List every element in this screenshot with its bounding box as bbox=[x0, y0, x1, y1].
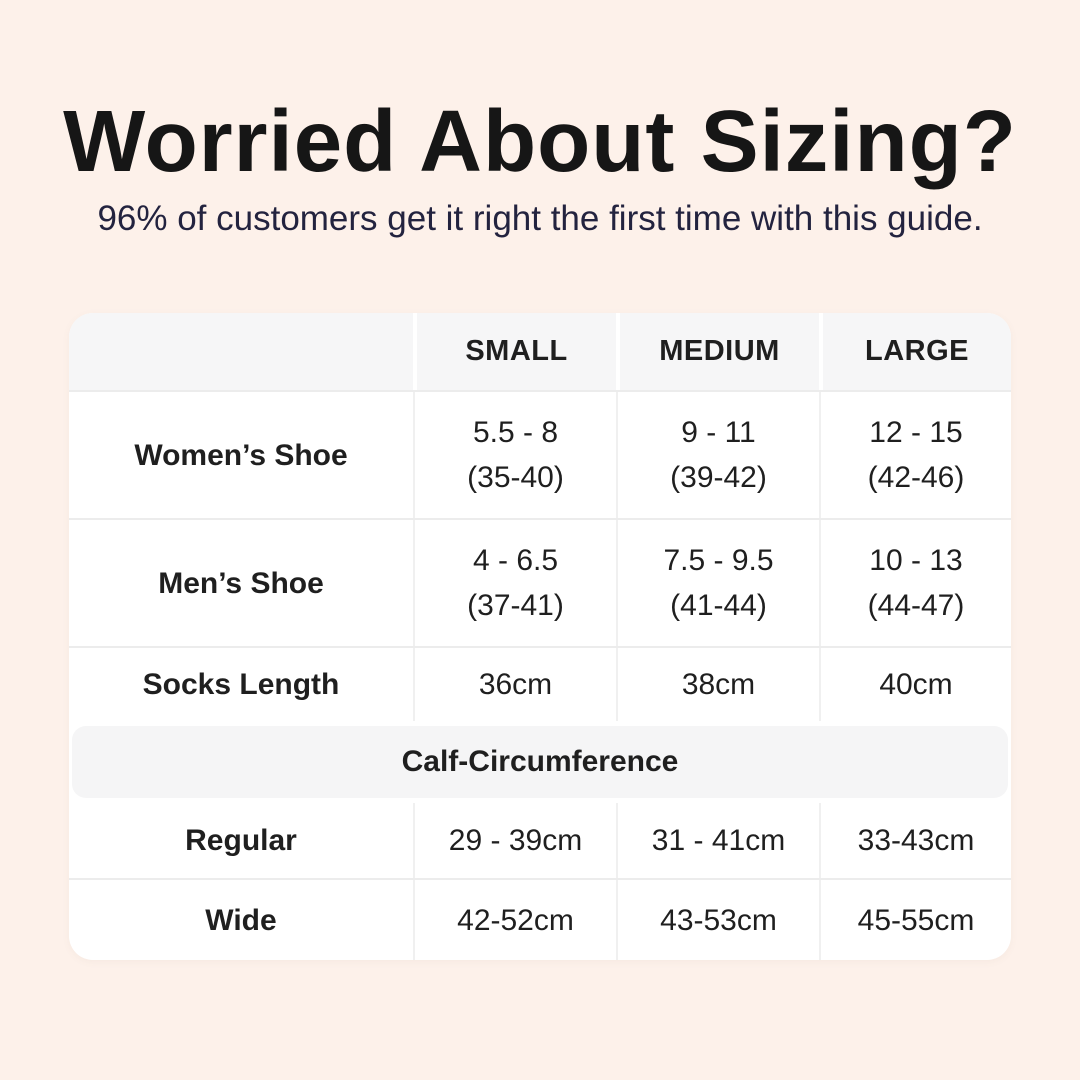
row-label-womens-shoe: Women’s Shoe bbox=[134, 438, 348, 472]
cell-regular-large: 33-43cm bbox=[819, 803, 1011, 878]
cell-socks-length-small: 36cm bbox=[413, 648, 616, 721]
table-header-row: SMALL MEDIUM LARGE bbox=[69, 313, 1011, 390]
sizing-table: SMALL MEDIUM LARGE Women’s Shoe 5.5 - 8 … bbox=[69, 313, 1011, 960]
value-line: (41-44) bbox=[670, 589, 767, 622]
value-line: (37-41) bbox=[467, 589, 564, 622]
table-row-wide: Wide 42-52cm 43-53cm 45-55cm bbox=[69, 878, 1011, 960]
cell-socks-length-medium: 38cm bbox=[616, 648, 819, 721]
section-band-title: Calf-Circumference bbox=[72, 726, 1008, 798]
cell-mens-shoe-medium: 7.5 - 9.5 (41-44) bbox=[616, 520, 819, 646]
header-cell-empty bbox=[69, 313, 413, 390]
section-band-calf-circumference: Calf-Circumference bbox=[69, 721, 1011, 803]
cell-womens-shoe-medium: 9 - 11 (39-42) bbox=[616, 392, 819, 518]
cell-mens-shoe-small: 4 - 6.5 (37-41) bbox=[413, 520, 616, 646]
header-cell-medium: MEDIUM bbox=[616, 313, 819, 390]
value-line: 4 - 6.5 bbox=[472, 544, 559, 577]
cell-mens-shoe-large: 10 - 13 (44-47) bbox=[819, 520, 1011, 646]
value-line: (39-42) bbox=[670, 461, 767, 494]
row-label-regular: Regular bbox=[185, 824, 297, 857]
value-line: 10 - 13 bbox=[869, 544, 963, 577]
value-line: 9 - 11 bbox=[681, 416, 756, 449]
value-line: (42-46) bbox=[867, 461, 965, 494]
cell-womens-shoe-large: 12 - 15 (42-46) bbox=[819, 392, 1011, 518]
cell-regular-medium: 31 - 41cm bbox=[616, 803, 819, 878]
cell-wide-large: 45-55cm bbox=[819, 880, 1011, 960]
header-cell-small: SMALL bbox=[413, 313, 616, 390]
table-row-regular: Regular 29 - 39cm 31 - 41cm 33-43cm bbox=[69, 803, 1011, 878]
header-cell-large: LARGE bbox=[819, 313, 1011, 390]
value-line: 12 - 15 bbox=[869, 416, 963, 449]
value-line: (35-40) bbox=[467, 461, 564, 494]
row-label-wide: Wide bbox=[205, 903, 277, 937]
cell-socks-length-large: 40cm bbox=[819, 648, 1011, 721]
cell-wide-medium: 43-53cm bbox=[616, 880, 819, 960]
cell-wide-small: 42-52cm bbox=[413, 880, 616, 960]
table-row-mens-shoe: Men’s Shoe 4 - 6.5 (37-41) 7.5 - 9.5 (41… bbox=[69, 518, 1011, 646]
cell-regular-small: 29 - 39cm bbox=[413, 803, 616, 878]
table-row-womens-shoe: Women’s Shoe 5.5 - 8 (35-40) 9 - 11 (39-… bbox=[69, 390, 1011, 518]
value-line: 7.5 - 9.5 bbox=[663, 544, 774, 577]
table-row-socks-length: Socks Length 36cm 38cm 40cm bbox=[69, 646, 1011, 721]
value-line: 5.5 - 8 bbox=[472, 416, 559, 449]
page-title: Worried About Sizing? bbox=[63, 93, 1017, 190]
page-subtitle: 96% of customers get it right the first … bbox=[97, 199, 983, 239]
cell-womens-shoe-small: 5.5 - 8 (35-40) bbox=[413, 392, 616, 518]
row-label-socks-length: Socks Length bbox=[142, 668, 340, 701]
value-line: (44-47) bbox=[867, 589, 965, 622]
row-label-mens-shoe: Men’s Shoe bbox=[158, 566, 324, 600]
